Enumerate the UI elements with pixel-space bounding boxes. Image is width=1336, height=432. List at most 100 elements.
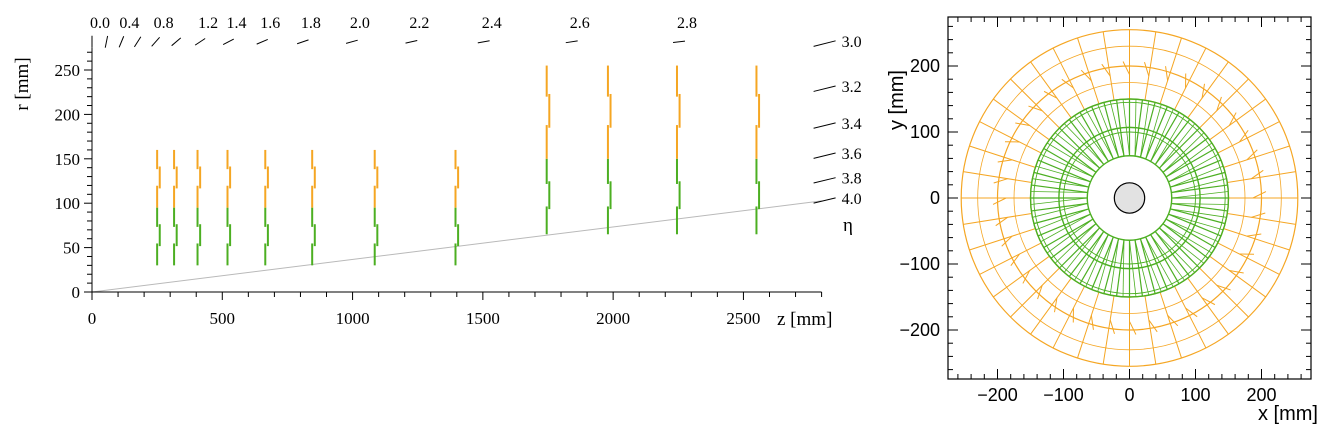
orange-module-inner [1129, 321, 1137, 335]
eta-top-tick [565, 40, 578, 44]
xy-x-tick-label: 100 [1180, 385, 1210, 405]
orange-module-edge [1010, 78, 1060, 129]
green-ring-2 [1029, 98, 1230, 298]
xy-xlabel: x [mm] [1258, 403, 1318, 425]
eta-top-tick [194, 38, 206, 46]
orange-module-edge [1187, 277, 1229, 335]
eta-top-label: 2.0 [350, 15, 370, 32]
green-ring-outer-2 [1033, 101, 1226, 295]
eta-top-label: 0.8 [154, 15, 174, 32]
orange-module-inner [1216, 284, 1231, 291]
orange-ring-mid-1 [977, 45, 1282, 351]
eta-top-tick [222, 38, 235, 46]
orange-module-edge [1144, 295, 1157, 365]
eta-top-tick [256, 39, 268, 45]
orange-module-edge [993, 255, 1050, 298]
eta-top-label: 1.4 [226, 15, 246, 32]
orange-module-inner [1090, 315, 1094, 330]
eta-top-label: 2.4 [482, 15, 502, 32]
orange-module-edge [1199, 267, 1249, 318]
orange-module-edge [1173, 47, 1207, 111]
eta-label: η [843, 215, 853, 236]
orange-module-inner [1185, 307, 1198, 318]
orange-module-inner [1251, 169, 1264, 180]
orange-module-edge [1227, 212, 1296, 225]
xy-y-tick-label: 0 [930, 188, 940, 208]
orange-module-edge [969, 228, 1036, 251]
eta-top-tick [405, 39, 418, 44]
xy-y-tick-label: 200 [910, 56, 940, 76]
xy-view-panel: −200 −100 0 100 200 −200 −100 0 100 200 x [mm] y … [886, 16, 1318, 425]
orange-module-edge [1223, 228, 1290, 251]
rz-x-tick-label: 1500 [466, 309, 500, 328]
orange-module-inner [1109, 319, 1115, 334]
orange-module-edge [1209, 255, 1266, 298]
eta-top-label: 0.4 [119, 15, 139, 32]
eta-top-tick [151, 36, 160, 47]
rz-disks [156, 65, 761, 266]
orange-module-edge [1223, 145, 1290, 168]
orange-module-inner [1037, 285, 1043, 300]
orange-module-inner [1022, 270, 1031, 284]
orange-module-inner [1148, 319, 1158, 333]
eta-right-scale: 3.0 3.2 3.4 3.6 3.8 4.0 [813, 34, 862, 208]
beampipe [1113, 182, 1146, 214]
orange-module-edge [1227, 171, 1296, 184]
orange-module-edge [1102, 31, 1115, 101]
xy-x-tick-label: −200 [977, 385, 1018, 405]
eta-top-label: 1.6 [260, 15, 280, 32]
orange-module-edge [979, 121, 1042, 154]
eta-right-tick [813, 122, 836, 129]
eta-top-scale: 0.0 0.4 0.8 1.2 1.4 1.6 1.8 2.0 2.2 2.4 2.6 2.8 [90, 15, 697, 48]
orange-module-inner [1246, 233, 1262, 237]
orange-module-inner [1010, 253, 1020, 266]
eta-top-tick [118, 36, 125, 48]
orange-module-edge [1052, 47, 1086, 111]
orange-module-edge [979, 242, 1042, 275]
orange-module-inner [1122, 61, 1130, 75]
orange-module-edge [963, 212, 1032, 225]
orange-module-edge [1052, 285, 1086, 349]
orange-module-inner [1101, 63, 1111, 77]
eta-right-tick [813, 40, 836, 47]
orange-module-edge [1209, 98, 1266, 141]
orange-module-edge [1144, 31, 1157, 101]
eta-right-label: 3.0 [842, 34, 862, 51]
eta-top-tick [672, 40, 686, 44]
xy-ylabel: y [mm] [886, 70, 908, 130]
orange-module-edge [1159, 292, 1182, 359]
orange-module-edge [963, 171, 1032, 184]
eta-top-label: 2.6 [570, 15, 590, 32]
orange-module-inner [1239, 130, 1249, 143]
rz-ylabel: r [mm] [12, 57, 33, 110]
orange-module-edge [1077, 37, 1100, 104]
rz-xlabel: z [mm] [777, 309, 832, 330]
orange-module-edge [1077, 292, 1100, 359]
eta-top-label: 0.0 [90, 15, 110, 32]
eta-top-tick [345, 39, 358, 44]
eta-right-label: 3.8 [842, 171, 862, 188]
rz-y-tick-label: 0 [72, 283, 81, 302]
orange-module-edge [1173, 285, 1207, 349]
eta-4-line [91, 200, 822, 293]
orange-module-inner [1252, 191, 1267, 199]
orange-module-edge [1217, 121, 1280, 154]
orange-module-edge [1187, 61, 1229, 119]
orange-module-inner [1201, 297, 1216, 306]
green-ring-0 [1086, 155, 1173, 241]
xy-axes: −200 −100 0 100 200 −200 −100 0 100 200 [899, 16, 1312, 405]
eta-right-label: 3.6 [842, 146, 862, 163]
orange-module-inner [995, 216, 1008, 227]
eta-top-tick [171, 37, 182, 47]
eta-right-label: 3.4 [842, 116, 862, 133]
rz-y-tick-label: 100 [55, 194, 81, 213]
orange-module-edge [1030, 61, 1072, 119]
rz-y-tick-label: 150 [55, 150, 81, 169]
eta-right-tick [813, 177, 836, 184]
eta-right-label: 3.2 [842, 79, 862, 96]
eta-right-label: 4.0 [842, 191, 862, 208]
orange-module-inner [1028, 105, 1043, 112]
rz-x-tick-label: 500 [210, 309, 236, 328]
